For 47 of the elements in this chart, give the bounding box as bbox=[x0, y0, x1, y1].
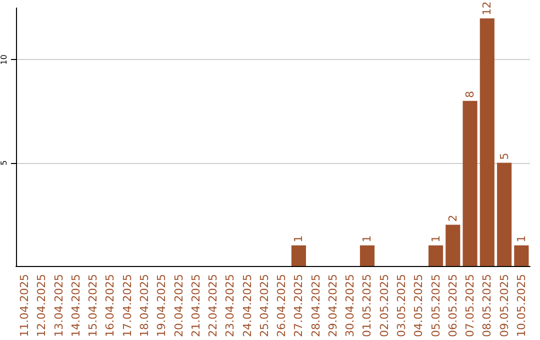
data-label: 1 bbox=[360, 235, 374, 242]
bar bbox=[446, 224, 460, 266]
x-tick-label: 20.04.2025 bbox=[172, 274, 186, 338]
x-tick-label: 29.04.2025 bbox=[326, 274, 340, 338]
x-tick-label: 01.05.2025 bbox=[360, 274, 374, 338]
x-tick-label: 18.04.2025 bbox=[138, 274, 151, 338]
x-tick-label: 13.04.2025 bbox=[52, 274, 66, 338]
bar bbox=[291, 245, 306, 266]
x-tick-label: 02.05.2025 bbox=[378, 274, 391, 338]
data-label: 1 bbox=[514, 235, 528, 242]
x-tick-label: 10.05.2025 bbox=[514, 274, 528, 338]
data-label: 12 bbox=[480, 1, 494, 16]
bar bbox=[497, 162, 512, 266]
y-tick-label: 10 bbox=[0, 54, 8, 65]
x-tick-label: 23.04.2025 bbox=[224, 274, 237, 338]
x-tick-label: 22.04.2025 bbox=[206, 274, 220, 338]
x-tick-label: 15.04.2025 bbox=[86, 274, 100, 338]
x-tick-label: 05.05.2025 bbox=[429, 274, 442, 338]
x-tick-label: 03.05.2025 bbox=[395, 274, 408, 338]
x-tick-label: 04.05.2025 bbox=[412, 274, 426, 338]
x-tick-label: 08.05.2025 bbox=[480, 274, 494, 338]
x-tick-label: 30.04.2025 bbox=[344, 274, 357, 338]
bar bbox=[360, 245, 375, 266]
x-tick-label: 24.04.2025 bbox=[240, 274, 254, 338]
data-label: 5 bbox=[498, 152, 511, 160]
bar bbox=[514, 245, 529, 266]
x-tick-label: 16.04.2025 bbox=[104, 274, 117, 338]
x-tick-label: 27.04.2025 bbox=[292, 274, 306, 338]
x-tick-label: 14.04.2025 bbox=[69, 274, 82, 338]
data-label: 2 bbox=[446, 214, 460, 222]
data-label: 1 bbox=[429, 235, 442, 242]
data-label: 8 bbox=[464, 90, 477, 98]
bar bbox=[462, 100, 478, 266]
x-tick-label: 07.05.2025 bbox=[464, 274, 477, 338]
bar bbox=[480, 18, 494, 266]
x-tick-label: 09.05.2025 bbox=[498, 274, 511, 338]
x-tick-label: 21.04.2025 bbox=[189, 274, 202, 338]
x-tick-label: 25.04.2025 bbox=[258, 274, 271, 338]
x-tick-label: 11.04.2025 bbox=[18, 274, 32, 338]
bar bbox=[428, 245, 444, 266]
x-tick-label: 26.04.2025 bbox=[275, 274, 288, 338]
x-tick-label: 28.04.2025 bbox=[309, 274, 322, 338]
x-tick-label: 19.04.2025 bbox=[155, 274, 168, 338]
x-tick-label: 17.04.2025 bbox=[120, 274, 134, 338]
x-tick-label: 12.04.2025 bbox=[35, 274, 48, 338]
data-label: 1 bbox=[292, 235, 306, 242]
x-tick-label: 06.05.2025 bbox=[446, 274, 460, 338]
